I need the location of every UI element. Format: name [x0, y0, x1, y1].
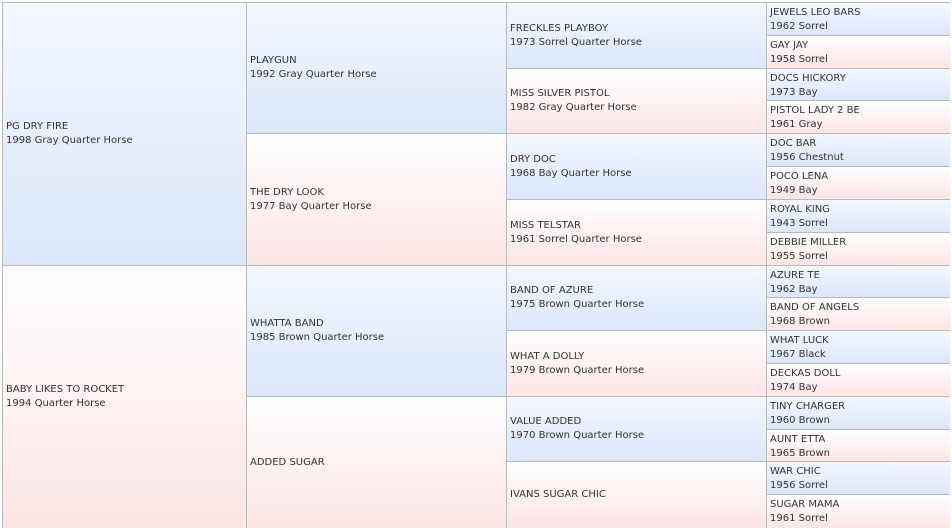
horse-info: 1958 Sorrel: [770, 54, 828, 65]
horse-info: 1974 Bay: [770, 382, 818, 393]
sire-cell-gen4[interactable]: WAR CHIC 1956 Sorrel: [767, 462, 950, 495]
horse-name: DRY DOC: [510, 153, 556, 165]
horse-name: BAND OF ANGELS: [770, 302, 860, 313]
sire-cell-gen1[interactable]: PG DRY FIRE 1998 Gray Quarter Horse: [3, 3, 247, 266]
horse-name: DOC BAR: [770, 138, 817, 149]
horse-name: DEBBIE MILLER: [770, 237, 847, 248]
horse-info: 1998 Gray Quarter Horse: [6, 135, 133, 146]
horse-info: 1973 Sorrel Quarter Horse: [510, 36, 642, 48]
dam-cell-gen2[interactable]: THE DRY LOOK 1977 Bay Quarter Horse: [247, 134, 507, 266]
horse-info: 1960 Brown: [770, 415, 831, 426]
horse-info: 1982 Gray Quarter Horse: [510, 102, 637, 113]
horse-info: 1961 Sorrel Quarter Horse: [510, 233, 642, 245]
sire-cell-gen4[interactable]: WHAT LUCK 1967 Black: [767, 331, 950, 364]
horse-info: 1968 Brown: [770, 316, 831, 327]
dam-cell-gen3[interactable]: MISS TELSTAR 1961 Sorrel Quarter Horse: [507, 200, 767, 266]
horse-name: WHATTA BAND: [250, 318, 324, 329]
sire-cell-gen4[interactable]: JEWELS LEO BARS 1962 Sorrel: [767, 3, 950, 36]
dam-cell-gen4[interactable]: PISTOL LADY 2 BE 1961 Gray: [767, 101, 950, 134]
horse-name: ADDED SUGAR: [250, 456, 325, 468]
horse-info: 1961 Sorrel: [770, 513, 828, 524]
horse-name: SUGAR MAMA: [770, 499, 840, 510]
horse-info: 1967 Black: [770, 349, 826, 360]
horse-name: POCO LENA: [770, 171, 829, 182]
horse-name: WAR CHIC: [770, 466, 821, 477]
sire-cell-gen3[interactable]: VALUE ADDED 1970 Brown Quarter Horse: [507, 397, 767, 462]
horse-name: BAND OF AZURE: [510, 285, 594, 296]
sire-cell-gen4[interactable]: ROYAL KING 1943 Sorrel: [767, 200, 950, 233]
sire-cell-gen4[interactable]: DOC BAR 1956 Chestnut: [767, 134, 950, 167]
dam-cell-gen1[interactable]: BABY LIKES TO ROCKET 1994 Quarter Horse: [3, 266, 247, 528]
horse-name: THE DRY LOOK: [250, 186, 324, 198]
sire-cell-gen4[interactable]: AZURE TE 1962 Bay: [767, 266, 950, 298]
horse-info: 1968 Bay Quarter Horse: [510, 167, 632, 179]
sire-cell-gen4[interactable]: DOCS HICKORY 1973 Bay: [767, 69, 950, 101]
horse-name: VALUE ADDED: [510, 416, 582, 427]
dam-cell-gen4[interactable]: GAY JAY 1958 Sorrel: [767, 36, 950, 69]
horse-name: AZURE TE: [770, 270, 820, 281]
horse-name: IVANS SUGAR CHIC: [510, 489, 606, 500]
horse-info: 1949 Bay: [770, 185, 818, 196]
horse-info: 1973 Bay: [770, 87, 818, 98]
horse-name: AUNT ETTA: [770, 434, 826, 445]
horse-info: 1962 Bay: [770, 284, 818, 295]
horse-info: 1955 Sorrel: [770, 251, 828, 262]
horse-name: PLAYGUN: [250, 55, 297, 66]
sire-cell-gen2[interactable]: WHATTA BAND 1985 Brown Quarter Horse: [247, 266, 507, 397]
horse-info: 1956 Chestnut: [770, 152, 844, 163]
dam-cell-gen3[interactable]: MISS SILVER PISTOL 1982 Gray Quarter Hors…: [507, 69, 767, 134]
dam-cell-gen2[interactable]: ADDED SUGAR: [247, 397, 507, 528]
horse-name: PISTOL LADY 2 BE: [770, 105, 860, 116]
horse-info: 1943 Sorrel: [770, 218, 828, 229]
horse-name: FRECKLES PLAYBOY: [510, 22, 609, 34]
sire-cell-gen4[interactable]: TINY CHARGER 1960 Brown: [767, 397, 950, 430]
horse-name: ROYAL KING: [770, 204, 830, 215]
horse-name: JEWELS LEO BARS: [770, 7, 861, 18]
horse-name: DECKAS DOLL: [770, 368, 841, 379]
horse-name: WHAT A DOLLY: [510, 350, 585, 362]
horse-info: 1970 Brown Quarter Horse: [510, 430, 645, 441]
sire-cell-gen3[interactable]: BAND OF AZURE 1975 Brown Quarter Horse: [507, 266, 767, 331]
horse-name: PG DRY FIRE: [6, 121, 69, 132]
horse-info: 1961 Gray: [770, 119, 823, 130]
horse-info: 1979 Brown Quarter Horse: [510, 364, 645, 376]
horse-name: GAY JAY: [770, 40, 809, 51]
dam-cell-gen4[interactable]: POCO LENA 1949 Bay: [767, 167, 950, 200]
horse-info: 1975 Brown Quarter Horse: [510, 299, 645, 310]
dam-cell-gen4[interactable]: DECKAS DOLL 1974 Bay: [767, 364, 950, 397]
horse-name: BABY LIKES TO ROCKET: [6, 384, 125, 395]
dam-cell-gen3[interactable]: IVANS SUGAR CHIC: [507, 462, 767, 528]
horse-info: 1965 Brown: [770, 448, 831, 459]
horse-name: WHAT LUCK: [770, 335, 829, 346]
horse-info: 1992 Gray Quarter Horse: [250, 69, 377, 80]
horse-name: TINY CHARGER: [770, 401, 846, 412]
dam-cell-gen4[interactable]: AUNT ETTA 1965 Brown: [767, 430, 950, 462]
horse-name: MISS SILVER PISTOL: [510, 88, 610, 99]
dam-cell-gen4[interactable]: SUGAR MAMA 1961 Sorrel: [767, 495, 950, 528]
sire-cell-gen3[interactable]: DRY DOC 1968 Bay Quarter Horse: [507, 134, 767, 200]
horse-name: MISS TELSTAR: [510, 219, 581, 231]
dam-cell-gen3[interactable]: WHAT A DOLLY 1979 Brown Quarter Horse: [507, 331, 767, 397]
sire-cell-gen2[interactable]: PLAYGUN 1992 Gray Quarter Horse: [247, 3, 507, 134]
horse-info: 1962 Sorrel: [770, 21, 828, 32]
horse-info: 1994 Quarter Horse: [6, 398, 106, 409]
horse-info: 1977 Bay Quarter Horse: [250, 200, 372, 212]
dam-cell-gen4[interactable]: BAND OF ANGELS 1968 Brown: [767, 298, 950, 331]
horse-info: 1985 Brown Quarter Horse: [250, 332, 385, 343]
horse-info: 1956 Sorrel: [770, 480, 828, 491]
sire-cell-gen3[interactable]: FRECKLES PLAYBOY 1973 Sorrel Quarter Hors…: [507, 3, 767, 69]
dam-cell-gen4[interactable]: DEBBIE MILLER 1955 Sorrel: [767, 233, 950, 266]
horse-name: DOCS HICKORY: [770, 73, 846, 84]
